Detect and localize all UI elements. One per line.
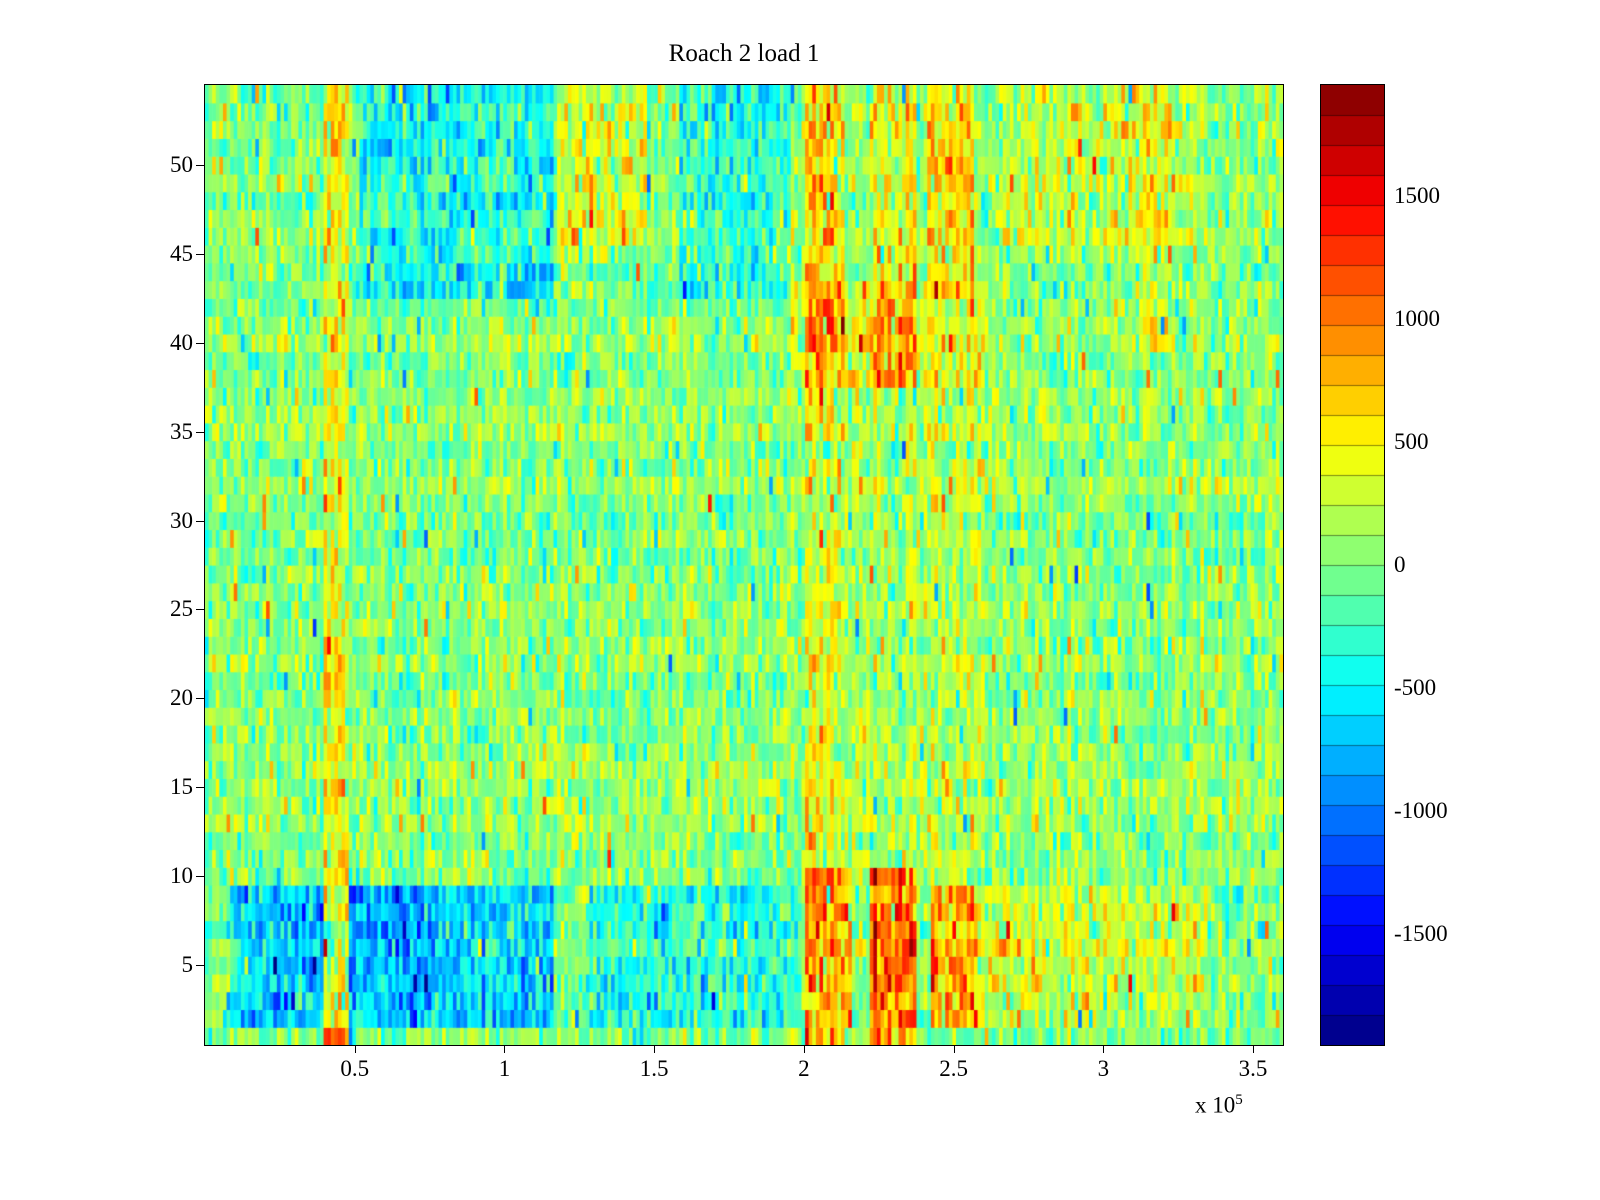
y-tick-label: 20: [170, 685, 193, 711]
x-axis-multiplier: x 105: [1195, 1092, 1243, 1119]
x-tick-mark: [654, 1046, 656, 1053]
y-tick-mark: [196, 698, 204, 700]
x-tick-label: 2: [798, 1056, 810, 1081]
y-tick-label: 30: [170, 507, 193, 533]
y-tick-label: 25: [170, 596, 193, 622]
colorbar-tick-label: 500: [1394, 428, 1429, 454]
y-tick-mark: [196, 876, 204, 878]
y-tick-label: 10: [170, 863, 193, 889]
heatmap-canvas: [205, 85, 1283, 1045]
y-tick-mark: [196, 965, 204, 966]
x-tick-label: 1: [498, 1056, 511, 1081]
x-tick-label: 3.5: [1238, 1056, 1268, 1081]
y-tick-mark: [196, 165, 204, 166]
colorbar-tick-label: 0: [1394, 552, 1406, 577]
x-tick-mark: [803, 1046, 805, 1053]
colorbar-canvas: [1321, 85, 1384, 1045]
y-tick-label: 45: [170, 240, 193, 266]
x-tick-label: 0.5: [340, 1056, 370, 1081]
y-tick-mark: [196, 787, 204, 789]
y-tick-label: 5: [181, 952, 194, 977]
y-tick-mark: [196, 520, 204, 522]
colorbar-tick-label: 1000: [1394, 305, 1440, 331]
colorbar-tick-label: 1500: [1394, 182, 1440, 208]
colorbar-tick-label: -1500: [1394, 921, 1448, 947]
x-axis-multiplier-base: x 10: [1195, 1092, 1236, 1118]
x-tick-mark: [354, 1046, 356, 1053]
y-tick-mark: [196, 253, 204, 255]
y-tick-label: 15: [170, 774, 193, 800]
colorbar: [1320, 84, 1385, 1046]
y-tick-label: 50: [170, 152, 193, 177]
x-tick-label: 3: [1097, 1056, 1110, 1081]
y-tick-mark: [196, 342, 204, 344]
y-tick-mark: [196, 609, 204, 611]
x-axis-multiplier-exponent: 5: [1235, 1092, 1243, 1108]
colorbar-tick-label: -1000: [1394, 798, 1448, 824]
x-tick-label: 2.5: [939, 1056, 968, 1081]
x-tick-label: 1.5: [639, 1056, 669, 1081]
colorbar-tick-label: -500: [1394, 675, 1437, 701]
chart-title: Roach 2 load 1: [668, 40, 820, 67]
x-tick-mark: [1253, 1046, 1255, 1053]
y-tick-mark: [196, 431, 204, 433]
y-tick-label: 40: [170, 329, 193, 355]
x-tick-mark: [504, 1046, 506, 1053]
x-tick-mark: [953, 1046, 955, 1053]
x-tick-mark: [1103, 1046, 1105, 1053]
y-tick-label: 35: [170, 418, 193, 444]
heatmap-plot: [204, 84, 1284, 1046]
